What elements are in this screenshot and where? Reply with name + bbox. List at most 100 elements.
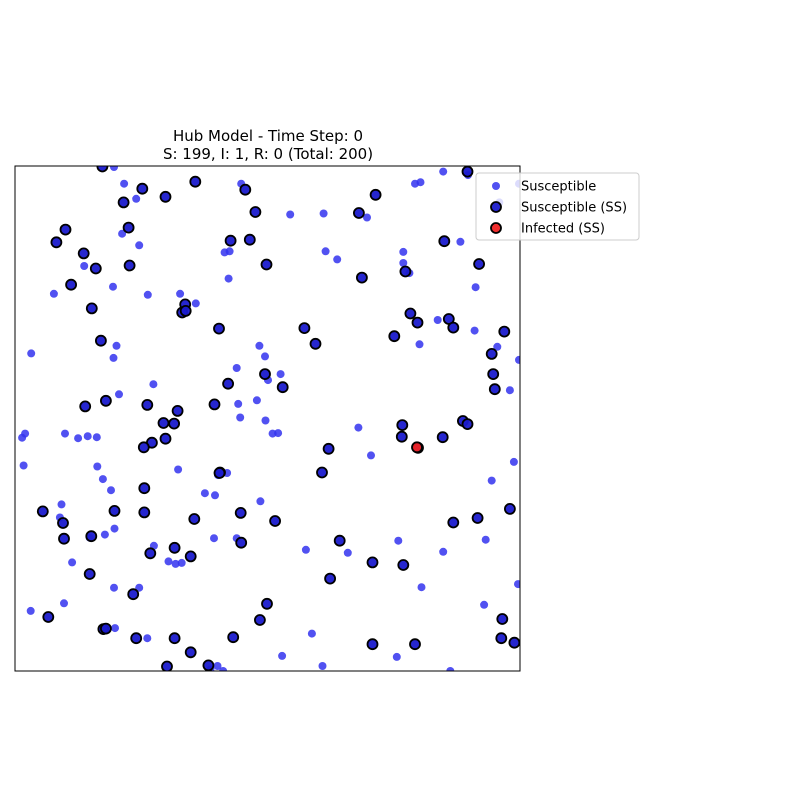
susceptible-ss-point [324,572,337,585]
susceptible-ss-point [138,482,151,495]
susceptible-point [110,166,118,171]
susceptible-ss-point [127,588,140,601]
susceptible-point [307,629,316,638]
susceptible-point [110,524,119,533]
susceptible-point [143,634,152,643]
susceptible-ss-point [179,304,192,317]
susceptible-ss-point [503,502,516,515]
susceptible-point [21,429,30,438]
legend-label-susceptible-ss: Susceptible (SS) [521,201,627,216]
susceptible-point [224,274,233,283]
susceptible-ss-point [100,622,112,635]
susceptible-point [110,583,118,592]
susceptible-ss-point [333,534,346,547]
susceptible-ss-point [485,347,498,360]
susceptible-point [107,486,115,495]
susceptible-point [220,248,229,257]
susceptible-ss-point [369,188,382,201]
susceptible-ss-point [138,506,151,519]
susceptible-point [109,282,117,291]
susceptible-ss-point [239,183,252,196]
susceptible-ss-point [184,550,197,563]
susceptible-ss-point [202,659,215,671]
susceptible-point [487,476,496,485]
susceptible-ss-point [222,377,235,390]
susceptible-point [343,548,352,557]
susceptible-point [61,429,69,438]
susceptible-point [191,299,200,308]
susceptible-point [93,462,102,471]
susceptible-point [112,341,121,350]
susceptible-point [509,457,518,466]
susceptible-ss-point [253,614,266,626]
susceptible-ss-point [36,505,49,518]
susceptible-point [118,229,127,238]
susceptible-point [80,262,89,270]
susceptible-point [200,489,209,498]
susceptible-point [392,652,401,661]
susceptible-point [252,396,261,405]
susceptible-ss-point [58,532,70,545]
susceptible-ss-point [122,221,135,234]
susceptible-ss-point [168,541,181,554]
susceptible-ss-point [79,400,92,413]
susceptible-point [318,662,327,670]
susceptible-ss-point [488,383,501,396]
susceptible-point [363,213,371,222]
susceptible-point [177,558,186,567]
susceptible-ss-point [498,325,511,338]
susceptible-ss-point [141,398,154,411]
susceptible-ss-point [496,613,509,625]
susceptible-point [174,465,183,474]
susceptible-point [57,500,66,509]
susceptible-ss-point [42,611,55,623]
susceptible-point [27,349,36,358]
susceptible-ss-point [184,646,197,659]
susceptible-ss-point [168,417,181,430]
susceptible-point [109,353,118,362]
susceptible-point [321,247,330,256]
susceptible-point [256,497,265,506]
susceptible-ss-point [65,278,77,291]
susceptible-ss-point [461,166,474,178]
susceptible-ss-point [276,381,289,394]
susceptible-ss-point [438,235,451,248]
susceptible-point [261,416,270,425]
susceptible-point [120,179,129,188]
susceptible-point [164,557,173,566]
susceptible-ss-point [352,207,365,219]
susceptible-point [433,316,442,324]
susceptible-ss-point [269,515,282,527]
susceptible-point [514,580,520,589]
susceptible-ss-point [234,507,247,519]
susceptible-ss-point [136,182,149,195]
susceptible-ss-point [137,441,150,454]
susceptible-point [480,600,489,609]
susceptible-point [143,290,152,299]
legend-label-infected: Infected (SS) [521,222,605,237]
susceptible-point [276,370,285,379]
susceptible-ss-point [508,636,520,649]
susceptible-point [213,662,222,670]
susceptible-point [149,380,158,389]
susceptible-ss-point [144,547,157,560]
susceptible-ss-point [159,432,172,445]
susceptible-ss-point [213,467,226,479]
susceptible-point [286,210,295,219]
susceptible-ss-point [395,430,408,443]
susceptible-ss-point [59,223,72,236]
susceptible-ss-point [487,368,500,381]
susceptible-point [98,475,107,484]
susceptible-point [439,547,448,556]
susceptible-point [354,423,363,432]
susceptible-ss-point [473,258,486,270]
susceptible-point [236,413,245,422]
susceptible-point [26,606,35,615]
susceptible-point [111,624,119,633]
susceptible-point [100,530,109,539]
susceptible-point [176,289,185,298]
susceptible-ss-point [309,337,322,350]
susceptible-ss-point [355,271,368,284]
susceptible-point [417,583,426,592]
susceptible-point [68,558,77,567]
